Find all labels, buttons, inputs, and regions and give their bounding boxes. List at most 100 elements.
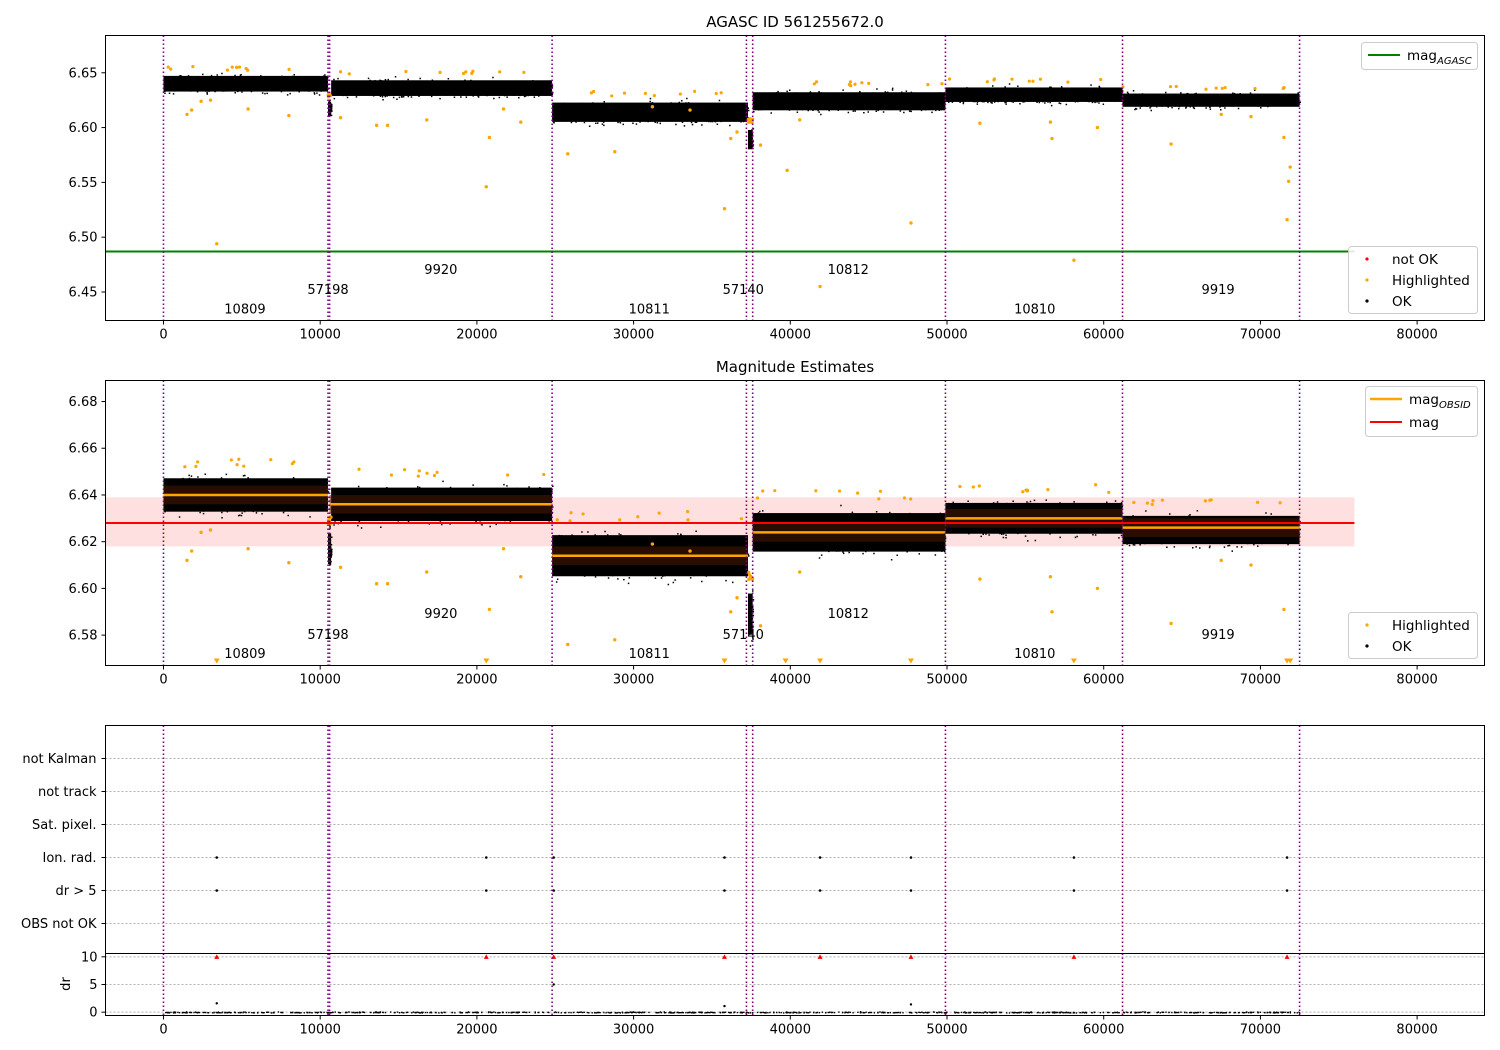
highlighted-point [735, 596, 739, 600]
highlighted-point [1095, 586, 1100, 591]
highlighted-point [1174, 84, 1178, 89]
highlighted-point [1253, 86, 1257, 91]
highlighted-point [1050, 136, 1054, 141]
highlighted-point [755, 496, 760, 500]
x-tick-label: 30000 [613, 328, 654, 343]
highlighted-point [978, 577, 982, 581]
highlighted-point [818, 284, 822, 289]
flag-point [1285, 856, 1289, 859]
x-tick-label: 70000 [1240, 1023, 1281, 1038]
highlighted-point [1094, 483, 1098, 487]
highlighted-point [566, 642, 570, 647]
legend-label-mag-obsid: magOBSID [1409, 392, 1471, 411]
highlighted-point [242, 464, 246, 468]
highlighted-point [1160, 498, 1165, 502]
highlighted-point [471, 69, 475, 73]
dr-points [165, 1011, 1301, 1014]
highlighted-point [650, 105, 655, 109]
flag-point [484, 889, 488, 892]
highlighted-point [484, 185, 488, 189]
legend-marker-ok [1365, 644, 1369, 648]
dr-clipped-marker [1071, 954, 1077, 959]
highlighted-point [519, 120, 523, 124]
x-tick-label: 50000 [926, 1023, 967, 1038]
highlighted-point [1278, 501, 1282, 505]
obsid-label: 9920 [424, 607, 457, 622]
highlighted-point [1282, 607, 1286, 612]
x-tick-label: 10000 [300, 673, 341, 688]
dr-clipped-marker [817, 954, 823, 959]
highlighted-point [1099, 77, 1103, 82]
highlighted-point [501, 107, 506, 111]
highlighted-point [1025, 489, 1029, 493]
highlighted-point [498, 70, 502, 74]
flag-point [552, 889, 555, 892]
ok-points [163, 72, 330, 96]
legend-box [1348, 246, 1478, 314]
flag-category-label: dr > 5 [55, 884, 96, 899]
highlighted-point [947, 77, 952, 81]
y-tick-label: 6.62 [69, 535, 98, 550]
dr-point [723, 1004, 726, 1008]
ok-points [945, 83, 1124, 107]
panel-dr-axes: 0 10000 20000 30000 40000 50000 60000 70000 8000… [81, 950, 1438, 1037]
highlighted-point [569, 511, 573, 515]
highlighted-point [848, 80, 853, 84]
highlighted-point [992, 78, 996, 82]
legend-marker-highlighted [1365, 623, 1369, 627]
highlighted-point [501, 546, 506, 551]
highlighted-point [417, 469, 421, 473]
highlighted-point [404, 69, 408, 74]
ok-points [748, 128, 755, 150]
y-tick-label: 6.60 [69, 582, 98, 597]
highlighted-point [1038, 77, 1042, 81]
highlighted-point [748, 576, 752, 580]
ok-points [331, 76, 554, 101]
flag-point [484, 856, 488, 859]
highlighted-point [1168, 85, 1173, 89]
highlighted-point [636, 515, 640, 519]
highlighted-point [1285, 217, 1289, 222]
panel-magnitude-estimates-title: Magnitude Estimates [716, 358, 874, 376]
flag-category-label: Sat. pixel. [32, 818, 96, 833]
highlighted-point [688, 549, 692, 553]
highlighted-point [958, 484, 962, 489]
highlighted-point [971, 485, 975, 489]
highlighted-point [246, 107, 250, 111]
dr-clipped-marker [214, 954, 220, 959]
x-tick-label: 70000 [1240, 328, 1281, 343]
dr-clipped-marker [721, 954, 727, 959]
highlighted-point [739, 517, 744, 521]
highlighted-point [185, 112, 189, 117]
obsid-label: 9919 [1202, 283, 1235, 298]
highlighted-point [1151, 499, 1155, 503]
y-tick-label: 6.64 [69, 488, 98, 503]
x-tick-label: 30000 [613, 1023, 654, 1038]
highlighted-point [269, 458, 273, 462]
flag-point [818, 889, 822, 892]
legend-label-highlighted: Highlighted [1392, 618, 1470, 634]
highlighted-point [389, 473, 394, 477]
out-of-range-marker [721, 658, 728, 664]
highlighted-point [568, 519, 572, 523]
highlighted-point [189, 549, 194, 553]
highlighted-point [747, 573, 752, 577]
highlighted-point [215, 242, 219, 246]
highlighted-point [338, 565, 343, 570]
panel-dr: 0 10000 20000 30000 40000 50000 60000 70000 8000… [59, 950, 1485, 1038]
highlighted-point [432, 473, 437, 478]
highlighted-point [338, 116, 343, 120]
panel-agasc-axes: 0 10000 20000 30000 40000 50000 60000 70000 8000… [69, 66, 1438, 342]
highlighted-point [166, 65, 170, 69]
highlighted-point [1021, 490, 1025, 494]
plot-area-flags [105, 725, 1485, 954]
highlighted-point [1220, 86, 1224, 91]
x-tick-label: 10000 [300, 1023, 341, 1038]
flag-point [818, 856, 822, 859]
highlighted-point [978, 121, 982, 125]
highlighted-point [506, 473, 510, 477]
highlighted-point [235, 463, 239, 467]
highlighted-point [798, 118, 802, 122]
flag-category-label: OBS not OK [21, 917, 97, 932]
legend-label-mag-agasc: magAGASC [1407, 48, 1472, 67]
